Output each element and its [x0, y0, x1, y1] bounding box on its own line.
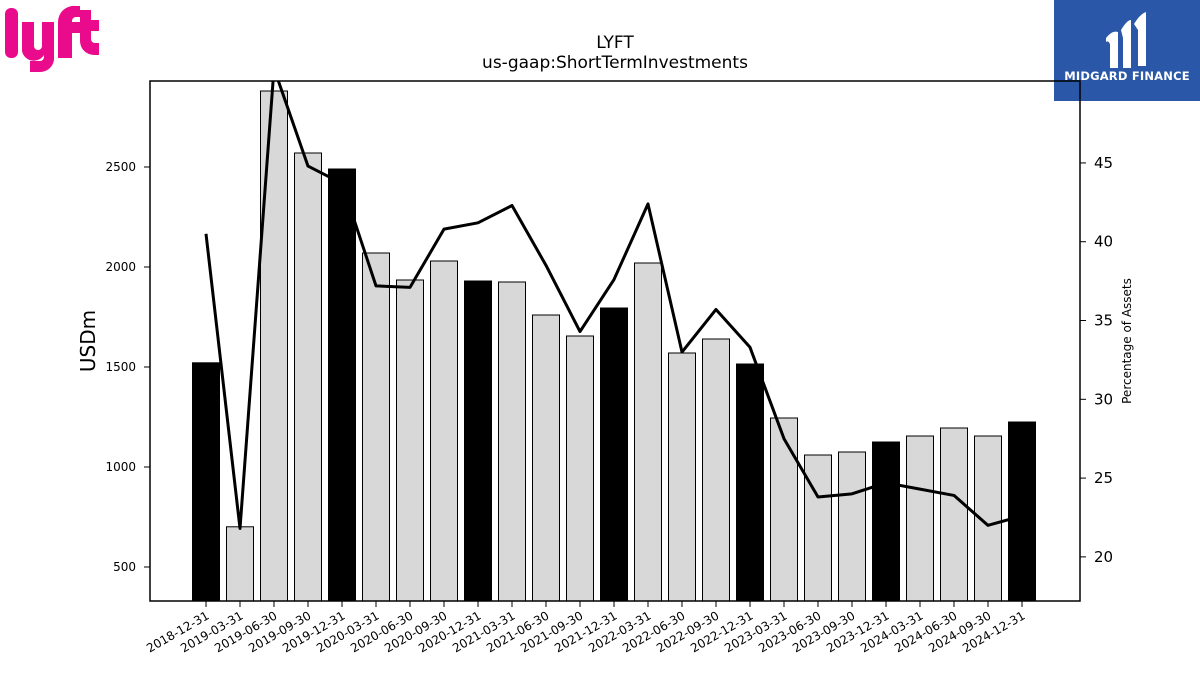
bar-2021-06-30	[532, 314, 560, 602]
bar-2022-06-30	[668, 352, 696, 602]
bar-2024-12-31	[1008, 421, 1036, 602]
bar-2023-06-30	[804, 454, 832, 602]
bar-2023-12-31	[872, 441, 900, 602]
bar-2019-09-30	[294, 152, 322, 602]
bar-2022-09-30	[702, 338, 730, 602]
bar-2023-03-31	[770, 417, 798, 602]
y2-tick-label: 35	[1094, 312, 1113, 330]
y2-tick-label: 45	[1094, 154, 1113, 172]
bar-2018-12-31	[192, 362, 220, 602]
plot-frame	[149, 80, 1081, 602]
chart-subtitle: us-gaap:ShortTermInvestments	[482, 53, 748, 73]
right-axis: 20 25 30 35 40 45	[1080, 154, 1113, 566]
bar-series	[192, 90, 1036, 602]
midgard-wordmark: MIDGARD FINANCE	[1064, 69, 1190, 83]
y2-tick-label: 30	[1094, 390, 1113, 408]
percentage-of-assets-line	[204, 81, 1023, 531]
chart-title: LYFT	[596, 33, 634, 53]
bar-2023-09-30	[838, 451, 866, 602]
bar-2019-06-30	[260, 90, 288, 602]
y-tick-label: 2000	[105, 260, 136, 274]
bar-2022-12-31	[736, 363, 764, 602]
bar-2020-03-31	[362, 252, 390, 602]
y-tick-label: 2500	[105, 160, 136, 174]
bar-2020-09-30	[430, 260, 458, 602]
bar-2024-03-31	[906, 435, 934, 602]
midgard-finance-logo: MIDGARD FINANCE	[1054, 0, 1200, 101]
bar-2021-09-30	[566, 335, 594, 602]
bar-2020-12-31	[464, 280, 492, 602]
midgard-emblem-icon	[1106, 12, 1146, 69]
y-tick-label: 1000	[105, 460, 136, 474]
bar-2024-06-30	[940, 427, 968, 602]
y2-tick-label: 25	[1094, 469, 1113, 487]
line-series	[204, 81, 1023, 531]
bar-2020-06-30	[396, 279, 424, 602]
y-axis-label: USDm	[76, 310, 100, 372]
bar-2021-03-31	[498, 281, 526, 602]
y2-axis-label: Percentage of Assets	[1120, 278, 1134, 404]
left-axis: 500 1000 1500 2000 2500	[105, 160, 150, 574]
bar-2022-03-31	[634, 262, 662, 602]
y2-tick-label: 40	[1094, 233, 1113, 251]
y2-tick-label: 20	[1094, 548, 1113, 566]
x-axis: 2018-12-312019-03-312019-06-302019-09-30…	[144, 601, 1028, 655]
y-tick-label: 500	[113, 560, 136, 574]
bar-2019-12-31	[328, 168, 356, 602]
bar-2021-12-31	[600, 307, 628, 602]
lyft-logo	[5, 5, 99, 73]
y-tick-label: 1500	[105, 360, 136, 374]
bar-2019-03-31	[226, 526, 254, 602]
